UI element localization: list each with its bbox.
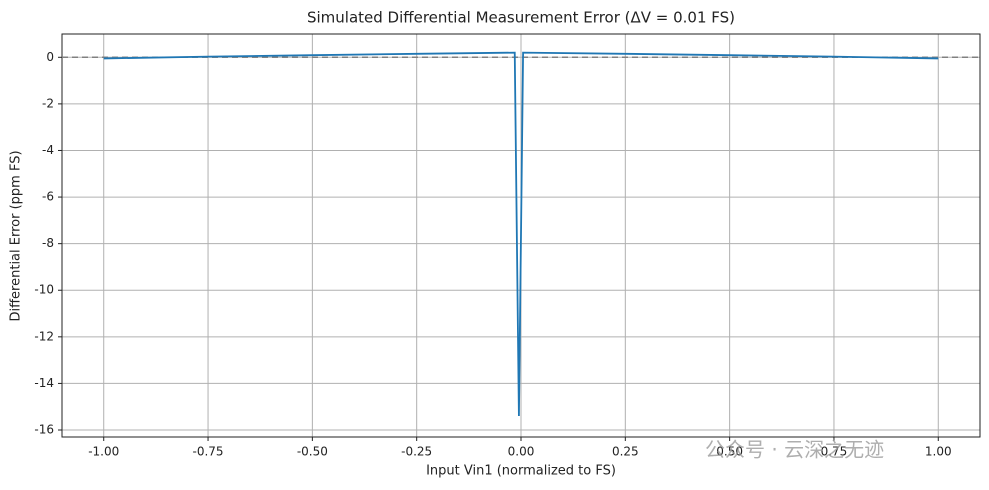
y-tick-label: -14 [34, 376, 54, 390]
x-tick-label: 1.00 [925, 445, 952, 459]
y-tick-label: -12 [34, 329, 54, 343]
y-tick-label: -8 [42, 236, 54, 250]
y-tick-label: -4 [42, 143, 54, 157]
data-line [103, 51, 939, 417]
y-tick-label: -16 [34, 423, 54, 437]
x-tick-label: 0.00 [508, 445, 535, 459]
y-tick-label: -10 [34, 283, 54, 297]
x-tick-label: 0.25 [612, 445, 639, 459]
chart-title: Simulated Differential Measurement Error… [307, 9, 735, 27]
x-tick-label: 0.75 [821, 445, 848, 459]
y-tick-label: -2 [42, 96, 54, 110]
x-tick-label: -1.00 [88, 445, 119, 459]
x-tick-label: 0.50 [716, 445, 743, 459]
y-tick-label: -6 [42, 190, 54, 204]
y-axis-label: Differential Error (ppm FS) [9, 150, 24, 321]
x-axis-label: Input Vin1 (normalized to FS) [426, 464, 616, 479]
x-tick-label: -0.50 [297, 445, 328, 459]
watermark: 公众号 · 云深之无迹 [705, 438, 884, 462]
x-tick-label: -0.75 [193, 445, 224, 459]
plot-frame [61, 33, 981, 438]
y-tick-label: 0 [46, 50, 54, 64]
x-tick-label: -0.25 [401, 445, 432, 459]
